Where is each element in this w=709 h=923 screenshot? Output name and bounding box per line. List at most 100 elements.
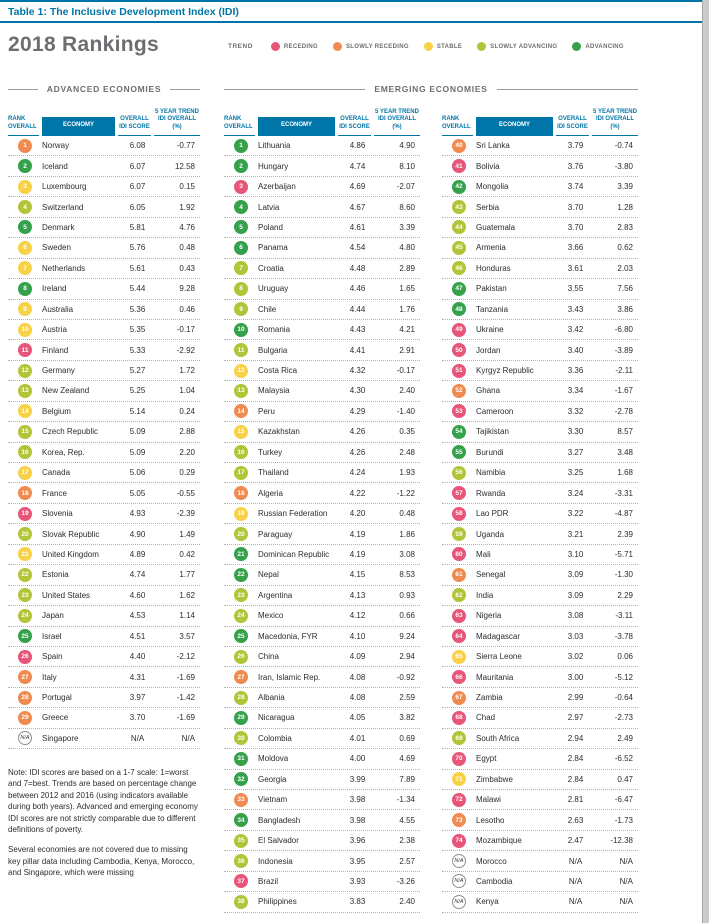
economy-name: Dominican Republic [258,549,330,559]
trend-value: 2.38 [399,836,415,846]
trend-value: -2.78 [614,406,633,416]
rank-cell: 35 [224,833,258,848]
page-title: 2018 Rankings [8,33,159,56]
table-row: 22 Estonia 4.74 1.77 [8,565,200,586]
idi-score: 4.40 [129,652,146,662]
rank-cell: 14 [8,404,42,419]
economy-name: Pakistan [476,284,507,294]
rank-cell: 53 [442,404,476,419]
economy-name: Philippines [258,897,297,907]
economy-name: Sierra Leone [476,652,522,662]
trend-header: 5 YEAR TREND IDI OVERALL (%) [374,109,420,136]
rank-badge: 58 [452,506,466,521]
rank-cell: 72 [442,792,476,807]
economy-name: Lesotho [476,815,505,825]
rank-badge: 8 [18,281,32,296]
table-row: 23 Argentina 4.13 0.93 [224,586,420,607]
trend-value: 1.77 [179,570,195,580]
trend-value: -5.71 [614,549,633,559]
rank-cell: 25 [8,629,42,644]
economy-name: Vietnam [258,795,288,805]
trend-value: 2.40 [399,386,415,396]
trend-header: 5 YEAR TREND IDI OVERALL (%) [154,109,200,136]
idi-score: 3.32 [567,406,584,416]
rank-badge: 6 [234,240,248,255]
emerging-economies-column-1: RANK OVERALL ECONOMY OVERALL IDI SCORE 5… [224,100,420,913]
table-row: 29 Greece 3.70 -1.69 [8,708,200,729]
rank-badge: 3 [18,179,32,194]
table-row: 10 Austria 5.35 -0.17 [8,320,200,341]
table-row: 20 Paraguay 4.19 1.86 [224,524,420,545]
idi-score: 6.07 [129,182,146,192]
rank-badge: 10 [234,322,248,337]
economy-name: South Africa [476,733,520,743]
table-row: 3 Luxembourg 6.07 0.15 [8,177,200,198]
idi-score: 3.93 [349,876,366,886]
table-row: 27 Iran, Islamic Rep. 4.08 -0.92 [224,667,420,688]
rank-badge: 56 [452,465,466,480]
table-row: 58 Lao PDR 3.22 -4.87 [442,504,638,525]
rank-badge: 12 [234,363,248,378]
rank-badge: 51 [452,363,466,378]
rank-cell: 65 [442,649,476,664]
economy-name: Indonesia [258,856,293,866]
economy-name: Bangladesh [258,815,301,825]
trend-value: 0.15 [179,182,195,192]
table-row: 28 Albania 4.08 2.59 [224,688,420,709]
rank-cell: 71 [442,772,476,787]
table-row: 11 Bulgaria 4.41 2.91 [224,340,420,361]
table-header-row: RANK OVERALL ECONOMY OVERALL IDI SCORE 5… [442,100,638,136]
trend-value: 0.93 [399,590,415,600]
trend-value: 1.49 [179,529,195,539]
trend-value: 0.43 [179,263,195,273]
rank-badge: 72 [452,792,466,807]
rank-badge: 31 [234,751,248,766]
rank-badge: 67 [452,690,466,705]
rank-badge: 4 [18,200,32,215]
economy-name: El Salvador [258,836,299,846]
trend-value: 1.72 [179,366,195,376]
table-row: 36 Indonesia 3.95 2.57 [224,851,420,872]
idi-score: N/A [568,876,583,886]
economy-name: Italy [42,672,57,682]
note-paragraph: Note: IDI scores are based on a 1-7 scal… [8,768,198,834]
idi-score-header: OVERALL IDI SCORE [338,116,371,136]
rank-cell: 19 [8,506,42,521]
trend-value: 1.65 [399,284,415,294]
rank-badge: 13 [18,383,32,398]
economy-name: Jordan [476,345,501,355]
idi-score: 5.05 [129,488,146,498]
idi-score: 3.10 [567,549,584,559]
idi-score: 4.20 [349,509,366,519]
idi-score: 5.33 [129,345,146,355]
table-row: 16 Turkey 4.26 2.48 [224,443,420,463]
trend-value: 8.10 [399,161,415,171]
legend-item-slowly-advancing: SLOWLY ADVANCING [477,42,557,51]
economy-name: Georgia [258,774,287,784]
rank-cell: 20 [224,527,258,542]
table-row: 40 Sri Lanka 3.79 -0.74 [442,136,638,157]
rank-badge: 20 [234,527,248,542]
rank-badge: 13 [234,383,248,398]
economy-name: Cameroon [476,406,514,416]
rank-badge: 15 [18,424,32,439]
trend-value: 2.91 [399,345,415,355]
table-row: 64 Madagascar 3.03 -3.78 [442,627,638,647]
divider-line [224,88,366,90]
rank-badge: 23 [234,588,248,603]
rank-badge: 24 [234,608,248,623]
idi-score-header: OVERALL IDI SCORE [118,116,151,136]
trend-value: 2.40 [399,897,415,907]
trend-value: 2.57 [399,856,415,866]
trend-header: 5 YEAR TREND IDI OVERALL (%) [592,109,638,136]
table-row: 72 Malawi 2.81 -6.47 [442,790,638,811]
rank-cell: 57 [442,486,476,501]
idi-score: 3.70 [567,222,584,232]
rank-badge: 33 [234,792,248,807]
table-row: 11 Finland 5.33 -2.92 [8,340,200,361]
trend-value: 9.24 [399,631,415,641]
idi-score: 3.83 [349,897,366,907]
trend-value: 1.28 [617,202,633,212]
trend-value: -0.92 [396,672,415,682]
